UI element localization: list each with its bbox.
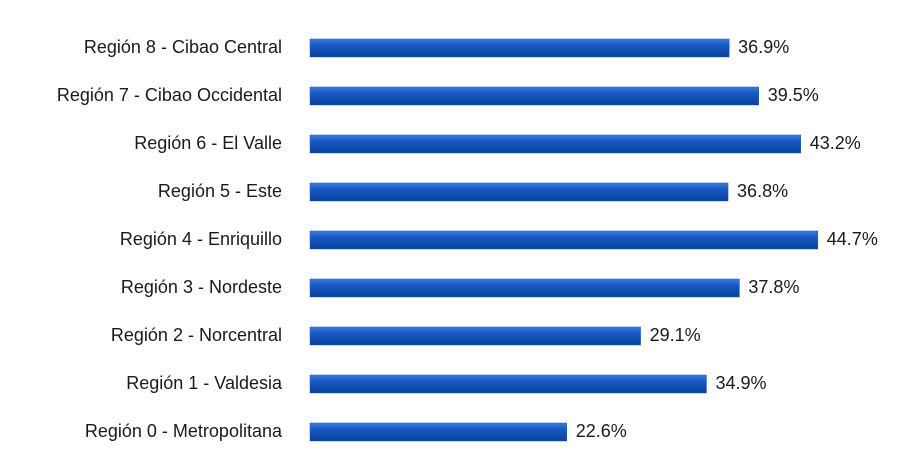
bar <box>309 230 819 250</box>
value-label: 37.8% <box>748 277 799 297</box>
bar <box>309 182 729 202</box>
category-label: Región 2 - Norcentral <box>111 325 282 345</box>
bar <box>309 326 641 346</box>
value-label: 44.7% <box>827 229 878 249</box>
value-label: 43.2% <box>810 133 861 153</box>
category-label: Región 5 - Este <box>158 181 282 201</box>
bar <box>309 422 567 442</box>
bar <box>309 278 740 298</box>
category-label: Región 3 - Nordeste <box>121 277 282 297</box>
category-label: Región 4 - Enriquillo <box>120 229 282 249</box>
category-label: Región 7 - Cibao Occidental <box>57 85 282 105</box>
value-label: 36.8% <box>737 181 788 201</box>
category-label: Región 0 - Metropolitana <box>85 421 283 441</box>
category-label: Región 6 - El Valle <box>134 133 282 153</box>
value-label: 29.1% <box>650 325 701 345</box>
bar <box>309 134 802 154</box>
value-label: 34.9% <box>715 373 766 393</box>
bar <box>309 86 759 106</box>
category-label: Región 8 - Cibao Central <box>84 37 282 57</box>
value-label: 36.9% <box>738 37 789 57</box>
category-label: Región 1 - Valdesia <box>126 373 283 393</box>
bar <box>309 374 707 394</box>
value-label: 22.6% <box>576 421 627 441</box>
value-label: 39.5% <box>768 85 819 105</box>
bar <box>309 38 730 58</box>
